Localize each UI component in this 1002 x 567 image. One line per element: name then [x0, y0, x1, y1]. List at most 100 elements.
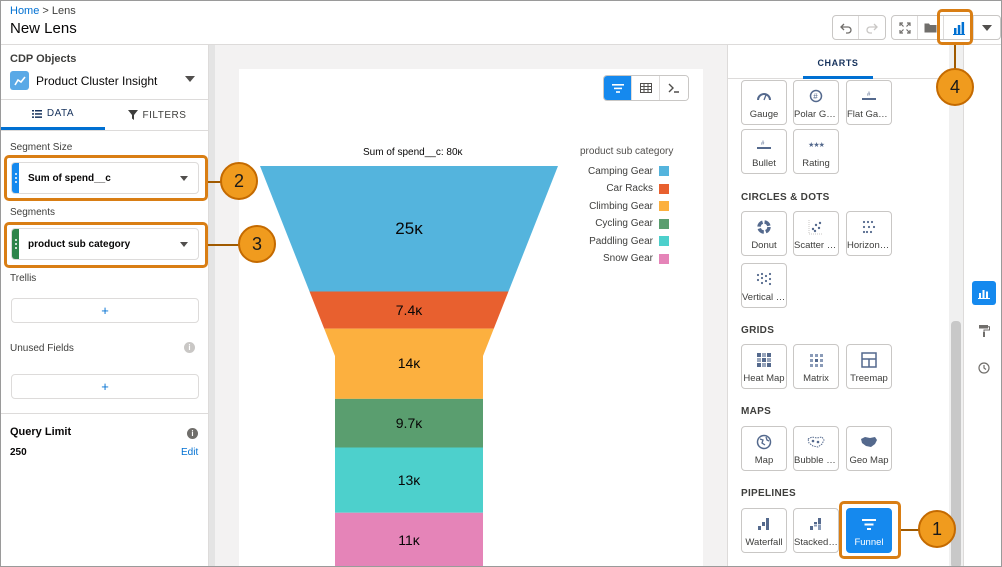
source-name[interactable]: Product Cluster Insight — [36, 74, 158, 88]
chart-type-label: Donut — [751, 240, 777, 251]
legend-item[interactable]: Cycling Gear — [571, 216, 669, 232]
edit-query-limit-link[interactable]: Edit — [181, 447, 199, 458]
chart-type-label: Scatter Plot — [794, 240, 838, 251]
chart-type-horizontal-dot[interactable]: Horizontal Dot — [846, 211, 892, 256]
legend-label: Snow Gear — [602, 253, 653, 264]
legend-item[interactable]: Car Racks — [571, 181, 669, 197]
chart-type-label: Bullet — [752, 158, 776, 169]
funnel-value-label: 13ᴋ — [397, 471, 421, 488]
chart-type-scatter-plot[interactable]: Scatter Plot — [793, 211, 839, 256]
left-panel-scrollbar[interactable] — [209, 45, 215, 566]
legend-item[interactable]: Climbing Gear — [571, 198, 669, 214]
rail-format-button[interactable] — [972, 319, 996, 343]
tab-filters[interactable]: FILTERS — [105, 100, 209, 130]
chart-type-funnel[interactable]: Funnel — [846, 508, 892, 553]
chart-type-heat-map[interactable]: Heat Map — [741, 344, 787, 389]
save-folder-button[interactable] — [918, 16, 944, 39]
chart-type-label: Stacked Waterfall — [794, 537, 838, 548]
table-icon — [639, 83, 652, 93]
chart-mode-button[interactable] — [944, 16, 974, 39]
tab-charts-label: CHARTS — [803, 45, 873, 79]
add-trellis-button[interactable]: + — [11, 298, 199, 323]
clock-icon — [978, 362, 990, 374]
redo-button[interactable] — [859, 16, 885, 39]
chart-type-treemap[interactable]: Treemap — [846, 344, 892, 389]
chart-type-geo-map[interactable]: Geo Map — [846, 426, 892, 471]
chart-type-bubble-map[interactable]: Bubble Map — [793, 426, 839, 471]
chart-type-vertical-dot[interactable]: Vertical Dot — [741, 263, 787, 308]
funnel-segment-car-racks[interactable] — [309, 291, 509, 329]
callout-connector — [208, 244, 240, 246]
chevron-down-icon[interactable] — [180, 175, 188, 181]
legend-item[interactable]: Paddling Gear — [571, 233, 669, 249]
chart-type-donut[interactable]: Donut — [741, 211, 787, 256]
add-unused-field-button[interactable]: + — [11, 374, 199, 399]
chart-type-matrix[interactable]: Matrix — [793, 344, 839, 389]
terminal-icon — [668, 83, 679, 93]
paint-roller-icon — [978, 325, 990, 337]
query-limit-label: Query Limit — [10, 426, 72, 438]
chart-type-bullet[interactable]: # Bullet — [741, 129, 787, 174]
segments-field[interactable]: product sub category — [11, 228, 199, 260]
chart-type-polar-gauge[interactable]: # Polar Gauge — [793, 80, 839, 125]
chart-type-flat-gauge[interactable]: # Flat Gauge — [846, 80, 892, 125]
legend-title: product sub category — [580, 146, 674, 157]
table-view-button[interactable] — [632, 76, 660, 100]
section-title-maps: MAPS — [741, 406, 772, 417]
chart-type-label: Treemap — [850, 373, 888, 384]
gauge-icon — [756, 85, 772, 107]
page-title: New Lens — [10, 20, 77, 37]
measure-drag-handle[interactable] — [12, 163, 19, 193]
left-panel: CDP Objects Product Cluster Insight DATA… — [1, 45, 209, 566]
undo-button[interactable] — [833, 16, 859, 39]
segment-size-field[interactable]: Sum of spend__c — [11, 162, 199, 194]
section-title-pipelines: PIPELINES — [741, 488, 796, 499]
funnel-segment-paddling-gear[interactable] — [335, 447, 483, 513]
info-icon[interactable]: i — [187, 428, 198, 439]
funnel-segment-climbing-gear[interactable] — [324, 328, 494, 399]
chart-type-gauge[interactable]: Gauge — [741, 80, 787, 125]
vertical-dot-icon — [756, 268, 772, 290]
tab-data[interactable]: DATA — [1, 100, 105, 130]
funnel-segment-snow-gear[interactable] — [335, 512, 483, 567]
chart-type-map[interactable]: Map — [741, 426, 787, 471]
legend-item[interactable]: Snow Gear — [571, 251, 669, 267]
section-title-grids: GRIDS — [741, 325, 775, 336]
source-caret-icon[interactable] — [185, 76, 195, 82]
history-button-group — [832, 15, 886, 40]
chart-type-rating[interactable]: ★★★ Rating — [793, 129, 839, 174]
chart-type-label: Horizontal Dot — [847, 240, 891, 251]
fullscreen-button[interactable] — [892, 16, 918, 39]
caret-down-icon — [982, 24, 992, 31]
donut-icon — [756, 216, 772, 238]
chevron-down-icon[interactable] — [180, 241, 188, 247]
info-icon[interactable]: i — [184, 342, 195, 353]
breadcrumb-current: Lens — [51, 5, 76, 17]
dimension-drag-handle[interactable] — [12, 229, 19, 259]
query-limit-value: 250 — [10, 447, 27, 458]
tab-charts[interactable]: CHARTS — [727, 45, 949, 79]
callout-connector — [954, 45, 956, 70]
chart-type-waterfall[interactable]: Waterfall — [741, 508, 787, 553]
svg-text:#: # — [867, 92, 871, 98]
query-mode-button[interactable] — [660, 76, 688, 100]
more-options-button[interactable] — [974, 16, 1000, 39]
funnel-segment-camping-gear[interactable] — [260, 166, 558, 292]
callout-badge-4: 4 — [936, 68, 974, 106]
chart-type-label: Waterfall — [745, 537, 783, 548]
chart-view-button[interactable] — [604, 76, 632, 100]
rail-chart-button[interactable] — [972, 281, 996, 305]
chart-type-label: Geo Map — [849, 455, 889, 466]
legend-item[interactable]: Camping Gear — [571, 163, 669, 179]
breadcrumb-home-link[interactable]: Home — [10, 5, 40, 17]
chart-type-stacked-waterfall[interactable]: Stacked Waterfall — [793, 508, 839, 553]
callout-highlight-3 — [4, 222, 208, 268]
tab-data-label: DATA — [46, 108, 75, 119]
funnel-icon — [611, 83, 624, 93]
charts-panel-scroll-thumb[interactable] — [951, 321, 961, 566]
callout-badge-2: 2 — [220, 162, 258, 200]
funnel-segment-cycling-gear[interactable] — [335, 398, 483, 448]
fullscreen-icon — [898, 21, 911, 34]
rail-history-button[interactable] — [972, 356, 996, 380]
